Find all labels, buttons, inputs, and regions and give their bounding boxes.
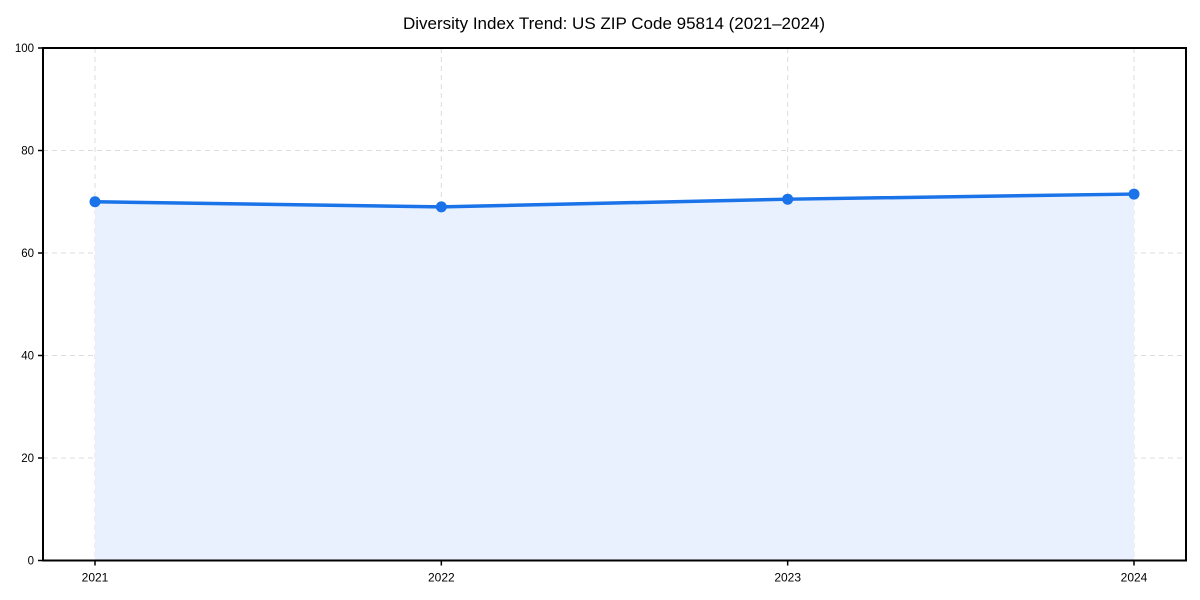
y-tick-label: 0 (28, 556, 34, 568)
trend-line (93, 192, 1136, 209)
x-tick-label: 2022 (428, 571, 455, 585)
data-point-marker (1128, 188, 1140, 200)
y-tick-label: 60 (21, 248, 34, 260)
x-tick-label: 2023 (774, 571, 801, 585)
chart-title: Diversity Index Trend: US ZIP Code 95814… (403, 14, 825, 33)
x-tick-label: 2024 (1121, 571, 1148, 585)
series-layer (89, 188, 1140, 561)
area-fill (95, 194, 1134, 561)
axis-layer: 0 20 40 60 80 100 2021 2022 2023 2024 (15, 43, 1187, 585)
y-tick-label: 20 (21, 453, 34, 465)
y-tick-label: 100 (15, 43, 34, 55)
axis-frame (42, 47, 1187, 562)
x-tick-label: 2021 (82, 571, 109, 585)
data-point-marker (435, 201, 447, 213)
y-tick-label: 40 (21, 351, 34, 363)
data-point-marker (89, 196, 101, 208)
data-point-marker (782, 193, 794, 205)
y-tick-label: 80 (21, 146, 34, 158)
